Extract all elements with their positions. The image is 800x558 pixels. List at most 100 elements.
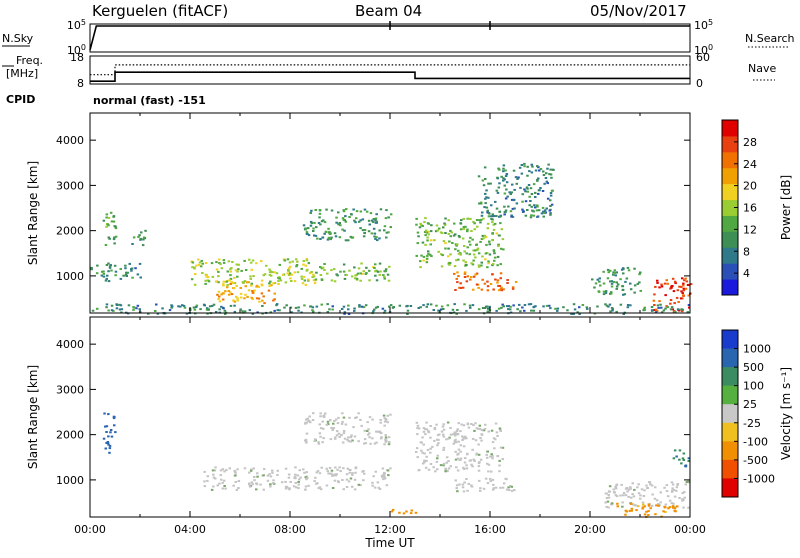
data-cell bbox=[255, 285, 258, 288]
data-cell bbox=[363, 229, 367, 231]
data-cell bbox=[341, 228, 344, 231]
data-cell bbox=[483, 206, 486, 209]
data-cell bbox=[484, 202, 487, 205]
data-cell bbox=[386, 414, 389, 417]
data-cell bbox=[417, 307, 420, 309]
data-cell bbox=[684, 287, 688, 290]
data-cell bbox=[435, 224, 439, 227]
data-cell bbox=[500, 289, 503, 292]
data-cell bbox=[199, 265, 203, 268]
data-cell bbox=[605, 304, 609, 307]
data-cell bbox=[505, 173, 509, 175]
data-cell bbox=[598, 280, 601, 283]
data-cell bbox=[685, 280, 689, 283]
data-cell bbox=[473, 222, 476, 225]
data-cell bbox=[248, 471, 251, 474]
data-cell bbox=[456, 271, 459, 274]
data-cell bbox=[415, 447, 419, 450]
data-cell bbox=[493, 447, 496, 450]
data-cell bbox=[294, 477, 297, 480]
data-cell bbox=[357, 412, 360, 415]
data-cell bbox=[591, 278, 594, 281]
data-cell bbox=[429, 451, 432, 454]
data-cell bbox=[422, 304, 425, 307]
data-cell bbox=[319, 435, 322, 438]
data-cell bbox=[371, 484, 374, 487]
power-colorbar-swatch bbox=[722, 247, 738, 264]
y-tick-label: 4000 bbox=[56, 338, 84, 351]
data-cell bbox=[524, 214, 528, 217]
data-cell bbox=[655, 499, 659, 502]
data-cell bbox=[222, 284, 225, 287]
data-cell bbox=[379, 208, 383, 211]
data-cell bbox=[384, 418, 388, 421]
data-cell bbox=[522, 210, 525, 213]
velocity-colorbar-swatch bbox=[722, 330, 738, 350]
data-cell bbox=[510, 191, 513, 194]
data-cell bbox=[530, 309, 533, 312]
data-cell bbox=[282, 258, 286, 261]
data-cell bbox=[449, 253, 452, 256]
data-cell bbox=[643, 309, 646, 311]
data-cell bbox=[344, 220, 348, 223]
data-cell bbox=[195, 304, 199, 307]
data-cell bbox=[326, 238, 330, 241]
data-cell bbox=[390, 510, 394, 513]
data-cell bbox=[487, 182, 490, 185]
data-cell bbox=[537, 177, 540, 180]
data-cell bbox=[366, 421, 369, 424]
data-cell bbox=[109, 264, 112, 267]
data-cell bbox=[681, 492, 684, 495]
data-cell bbox=[491, 263, 495, 265]
data-cell bbox=[333, 280, 337, 283]
data-cell bbox=[226, 270, 229, 273]
data-cell bbox=[455, 277, 458, 280]
data-cell bbox=[499, 272, 503, 275]
data-cell bbox=[610, 285, 614, 288]
data-cell bbox=[510, 198, 514, 201]
data-cell bbox=[456, 309, 459, 311]
data-cell bbox=[482, 184, 486, 187]
data-cell bbox=[485, 189, 488, 192]
data-cell bbox=[684, 277, 687, 280]
data-cell bbox=[455, 430, 459, 432]
data-cell bbox=[442, 462, 446, 465]
data-cell bbox=[309, 211, 312, 214]
data-cell bbox=[610, 291, 613, 294]
data-cell bbox=[261, 299, 264, 302]
data-cell bbox=[654, 285, 657, 288]
data-cell bbox=[477, 469, 481, 472]
data-cell bbox=[314, 209, 317, 211]
data-cell bbox=[376, 481, 380, 484]
data-cell bbox=[676, 289, 680, 292]
data-cell bbox=[383, 275, 386, 278]
data-cell bbox=[554, 307, 557, 310]
data-cell bbox=[478, 461, 481, 464]
data-cell bbox=[327, 227, 330, 230]
data-cell bbox=[530, 171, 534, 174]
data-cell bbox=[144, 229, 147, 232]
data-cell bbox=[497, 245, 500, 248]
data-cell bbox=[318, 423, 321, 426]
velocity-colorbar-tick-label: 25 bbox=[743, 398, 757, 411]
x-tick-label: 04:00 bbox=[174, 523, 206, 536]
data-cell bbox=[542, 215, 545, 218]
data-cell bbox=[353, 307, 356, 310]
data-cell bbox=[250, 296, 253, 299]
data-cell bbox=[670, 490, 674, 493]
data-cell bbox=[341, 420, 344, 423]
data-cell bbox=[605, 497, 609, 499]
data-cell bbox=[457, 275, 460, 278]
data-cell bbox=[444, 232, 447, 234]
cpid-value: normal (fast) -151 bbox=[93, 94, 206, 107]
data-cell bbox=[471, 238, 474, 241]
data-cell bbox=[214, 477, 217, 480]
data-cell bbox=[416, 433, 419, 436]
data-cell bbox=[420, 449, 423, 452]
data-cell bbox=[375, 220, 378, 223]
data-cell bbox=[484, 236, 488, 239]
data-cell bbox=[491, 478, 495, 481]
data-cell bbox=[478, 427, 482, 430]
data-cell bbox=[224, 290, 227, 293]
data-cell bbox=[502, 179, 505, 182]
